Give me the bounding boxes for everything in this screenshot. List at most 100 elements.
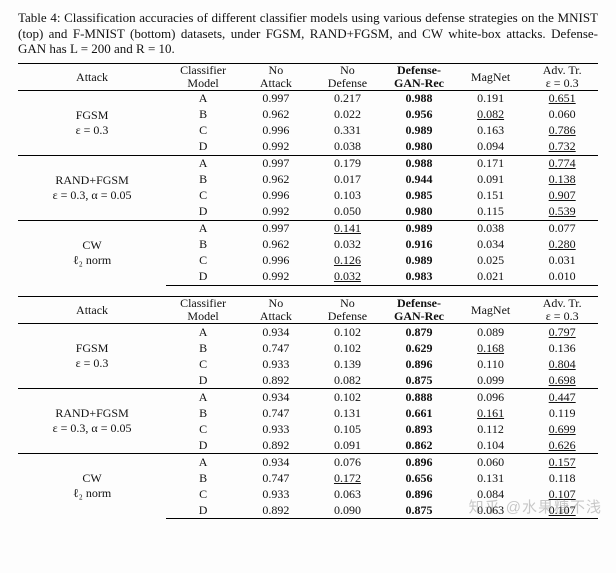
magnet-cell: 0.038 [455,220,527,237]
col-nodefense: NoDefense [312,296,384,323]
model-cell: C [166,253,240,269]
magnet-cell: 0.112 [455,421,527,437]
magnet-cell: 0.115 [455,204,527,221]
advtr-cell: 0.651 [526,90,598,107]
ganrec-cell: 0.896 [383,454,455,471]
model-cell: A [166,220,240,237]
nodefense-cell: 0.076 [312,454,384,471]
noattack-cell: 0.992 [240,269,312,286]
nodefense-cell: 0.126 [312,253,384,269]
advtr-cell: 0.077 [526,220,598,237]
nodefense-cell: 0.102 [312,340,384,356]
advtr-cell: 0.698 [526,372,598,389]
col-magnet: MagNet [455,296,527,323]
ganrec-cell: 0.893 [383,421,455,437]
nodefense-cell: 0.063 [312,486,384,502]
model-cell: C [166,486,240,502]
advtr-cell: 0.907 [526,188,598,204]
model-cell: B [166,172,240,188]
noattack-cell: 0.933 [240,421,312,437]
col-noattack: NoAttack [240,296,312,323]
advtr-cell: 0.626 [526,437,598,454]
noattack-cell: 0.992 [240,204,312,221]
attack-cell: CWℓ₂ norm [18,454,166,519]
noattack-cell: 0.962 [240,237,312,253]
noattack-cell: 0.996 [240,253,312,269]
advtr-cell: 0.280 [526,237,598,253]
ganrec-cell: 0.656 [383,470,455,486]
table-row: FGSMε = 0.3A0.9970.2170.9880.1910.651 [18,90,598,107]
noattack-cell: 0.997 [240,220,312,237]
noattack-cell: 0.934 [240,324,312,341]
nodefense-cell: 0.017 [312,172,384,188]
advtr-cell: 0.786 [526,123,598,139]
noattack-cell: 0.933 [240,486,312,502]
advtr-cell: 0.119 [526,405,598,421]
noattack-cell: 0.996 [240,123,312,139]
nodefense-cell: 0.131 [312,405,384,421]
magnet-cell: 0.099 [455,372,527,389]
magnet-cell: 0.034 [455,237,527,253]
magnet-cell: 0.063 [455,502,527,519]
magnet-cell: 0.084 [455,486,527,502]
nodefense-cell: 0.032 [312,269,384,286]
attack-cell: FGSMε = 0.3 [18,90,166,155]
advtr-cell: 0.157 [526,454,598,471]
ganrec-cell: 0.989 [383,253,455,269]
noattack-cell: 0.747 [240,470,312,486]
model-cell: A [166,454,240,471]
model-cell: D [166,139,240,156]
advtr-cell: 0.107 [526,486,598,502]
magnet-cell: 0.094 [455,139,527,156]
nodefense-cell: 0.141 [312,220,384,237]
model-cell: D [166,204,240,221]
advtr-cell: 0.031 [526,253,598,269]
ganrec-cell: 0.980 [383,204,455,221]
nodefense-cell: 0.091 [312,437,384,454]
ganrec-cell: 0.988 [383,155,455,172]
ganrec-cell: 0.916 [383,237,455,253]
nodefense-cell: 0.217 [312,90,384,107]
ganrec-cell: 0.661 [383,405,455,421]
noattack-cell: 0.747 [240,340,312,356]
header-row: Attack ClassifierModel NoAttack NoDefens… [18,63,598,90]
header-row: Attack ClassifierModel NoAttack NoDefens… [18,296,598,323]
ganrec-cell: 0.988 [383,90,455,107]
model-cell: D [166,372,240,389]
noattack-cell: 0.934 [240,454,312,471]
advtr-cell: 0.118 [526,470,598,486]
magnet-cell: 0.104 [455,437,527,454]
col-ganrec: Defense-GAN-Rec [383,63,455,90]
ganrec-cell: 0.956 [383,107,455,123]
attack-cell: RAND+FGSMε = 0.3, α = 0.05 [18,155,166,220]
noattack-cell: 0.892 [240,437,312,454]
magnet-cell: 0.025 [455,253,527,269]
model-cell: A [166,155,240,172]
model-cell: C [166,123,240,139]
table-caption: Table 4: Classification accuracies of di… [18,10,598,57]
model-cell: D [166,437,240,454]
model-cell: A [166,90,240,107]
model-cell: D [166,502,240,519]
noattack-cell: 0.992 [240,139,312,156]
magnet-cell: 0.168 [455,340,527,356]
table-row: RAND+FGSMε = 0.3, α = 0.05A0.9340.1020.8… [18,389,598,406]
col-noattack: NoAttack [240,63,312,90]
noattack-cell: 0.997 [240,90,312,107]
col-model: ClassifierModel [166,296,240,323]
col-magnet: MagNet [455,63,527,90]
magnet-cell: 0.131 [455,470,527,486]
nodefense-cell: 0.082 [312,372,384,389]
col-model: ClassifierModel [166,63,240,90]
magnet-cell: 0.161 [455,405,527,421]
attack-cell: CWℓ₂ norm [18,220,166,285]
nodefense-cell: 0.103 [312,188,384,204]
nodefense-cell: 0.139 [312,356,384,372]
results-table-fmnist: Attack ClassifierModel NoAttack NoDefens… [18,296,598,519]
col-advtr: Adv. Tr.ε = 0.3 [526,63,598,90]
ganrec-cell: 0.989 [383,123,455,139]
col-nodefense: NoDefense [312,63,384,90]
advtr-cell: 0.447 [526,389,598,406]
model-cell: B [166,237,240,253]
table-row: FGSMε = 0.3A0.9340.1020.8790.0890.797 [18,324,598,341]
